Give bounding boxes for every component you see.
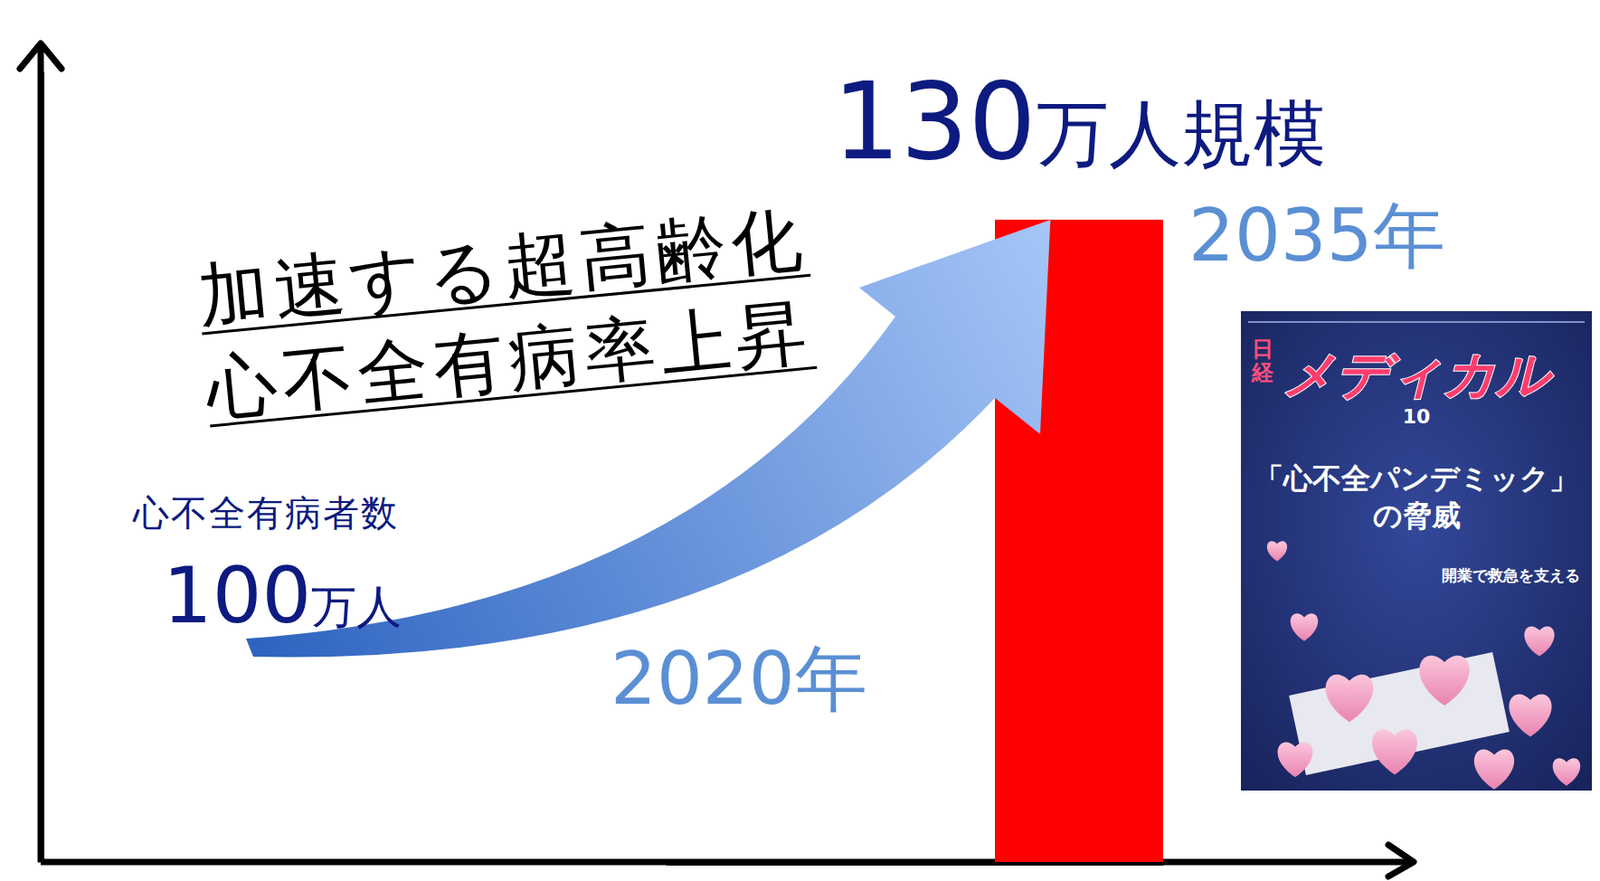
category-label: 2020年 [610, 636, 868, 721]
cover-heart [1474, 749, 1515, 790]
cover-heart [1267, 540, 1288, 561]
cover-top-strip [1248, 321, 1585, 323]
cover-background [1240, 311, 1592, 791]
cover-heart [1372, 729, 1418, 776]
cover-heart [1552, 757, 1581, 786]
category-label: 2035年 [1188, 193, 1446, 278]
cover-subhead: 開業で救急を支える [1441, 566, 1581, 585]
annotation: 心不全有病者数 [132, 492, 399, 534]
chart: 130万人規模2020年2035年加速する超高齢化心不全有病率上昇心不全有病者数… [0, 0, 1600, 881]
y-axis-arrowhead [19, 43, 62, 69]
cover-brand-prefix: 日経 [1250, 336, 1274, 386]
x-axis [666, 861, 1165, 863]
cover-heart [1508, 694, 1552, 738]
underline [209, 367, 817, 427]
cover-heart [1325, 674, 1374, 723]
cover-issue: 10 [1402, 405, 1431, 428]
x-axis-arrowhead [1388, 844, 1414, 877]
cover-heart [1524, 625, 1554, 656]
cover-heart [1278, 741, 1314, 777]
annotation-group: 心不全有病率上昇 [200, 290, 818, 430]
cover-heart [1419, 655, 1469, 706]
y-axis-domain [37, 72, 45, 863]
data-label: 130万人規模 [832, 58, 1326, 184]
cover-brand: メディカル [1282, 343, 1554, 406]
cover-headline: 「心不全パンデミック」の脅威 [1254, 461, 1579, 533]
cover-heart [1290, 613, 1318, 641]
x-axis-arrow-line [40, 859, 1414, 866]
y-axis-arrow-line [37, 43, 45, 862]
annotation: 100万人 [162, 549, 402, 641]
magazine-cover: 日経メディカル10 「心不全パンデミック」の脅威開業で救急を支える [1240, 311, 1592, 791]
annotation: 心不全有病率上昇 [200, 290, 816, 430]
annotation-group: 心不全有病者数 [132, 492, 399, 534]
annotation-group: 100万人 [162, 549, 402, 641]
y-axis [40, 72, 42, 863]
